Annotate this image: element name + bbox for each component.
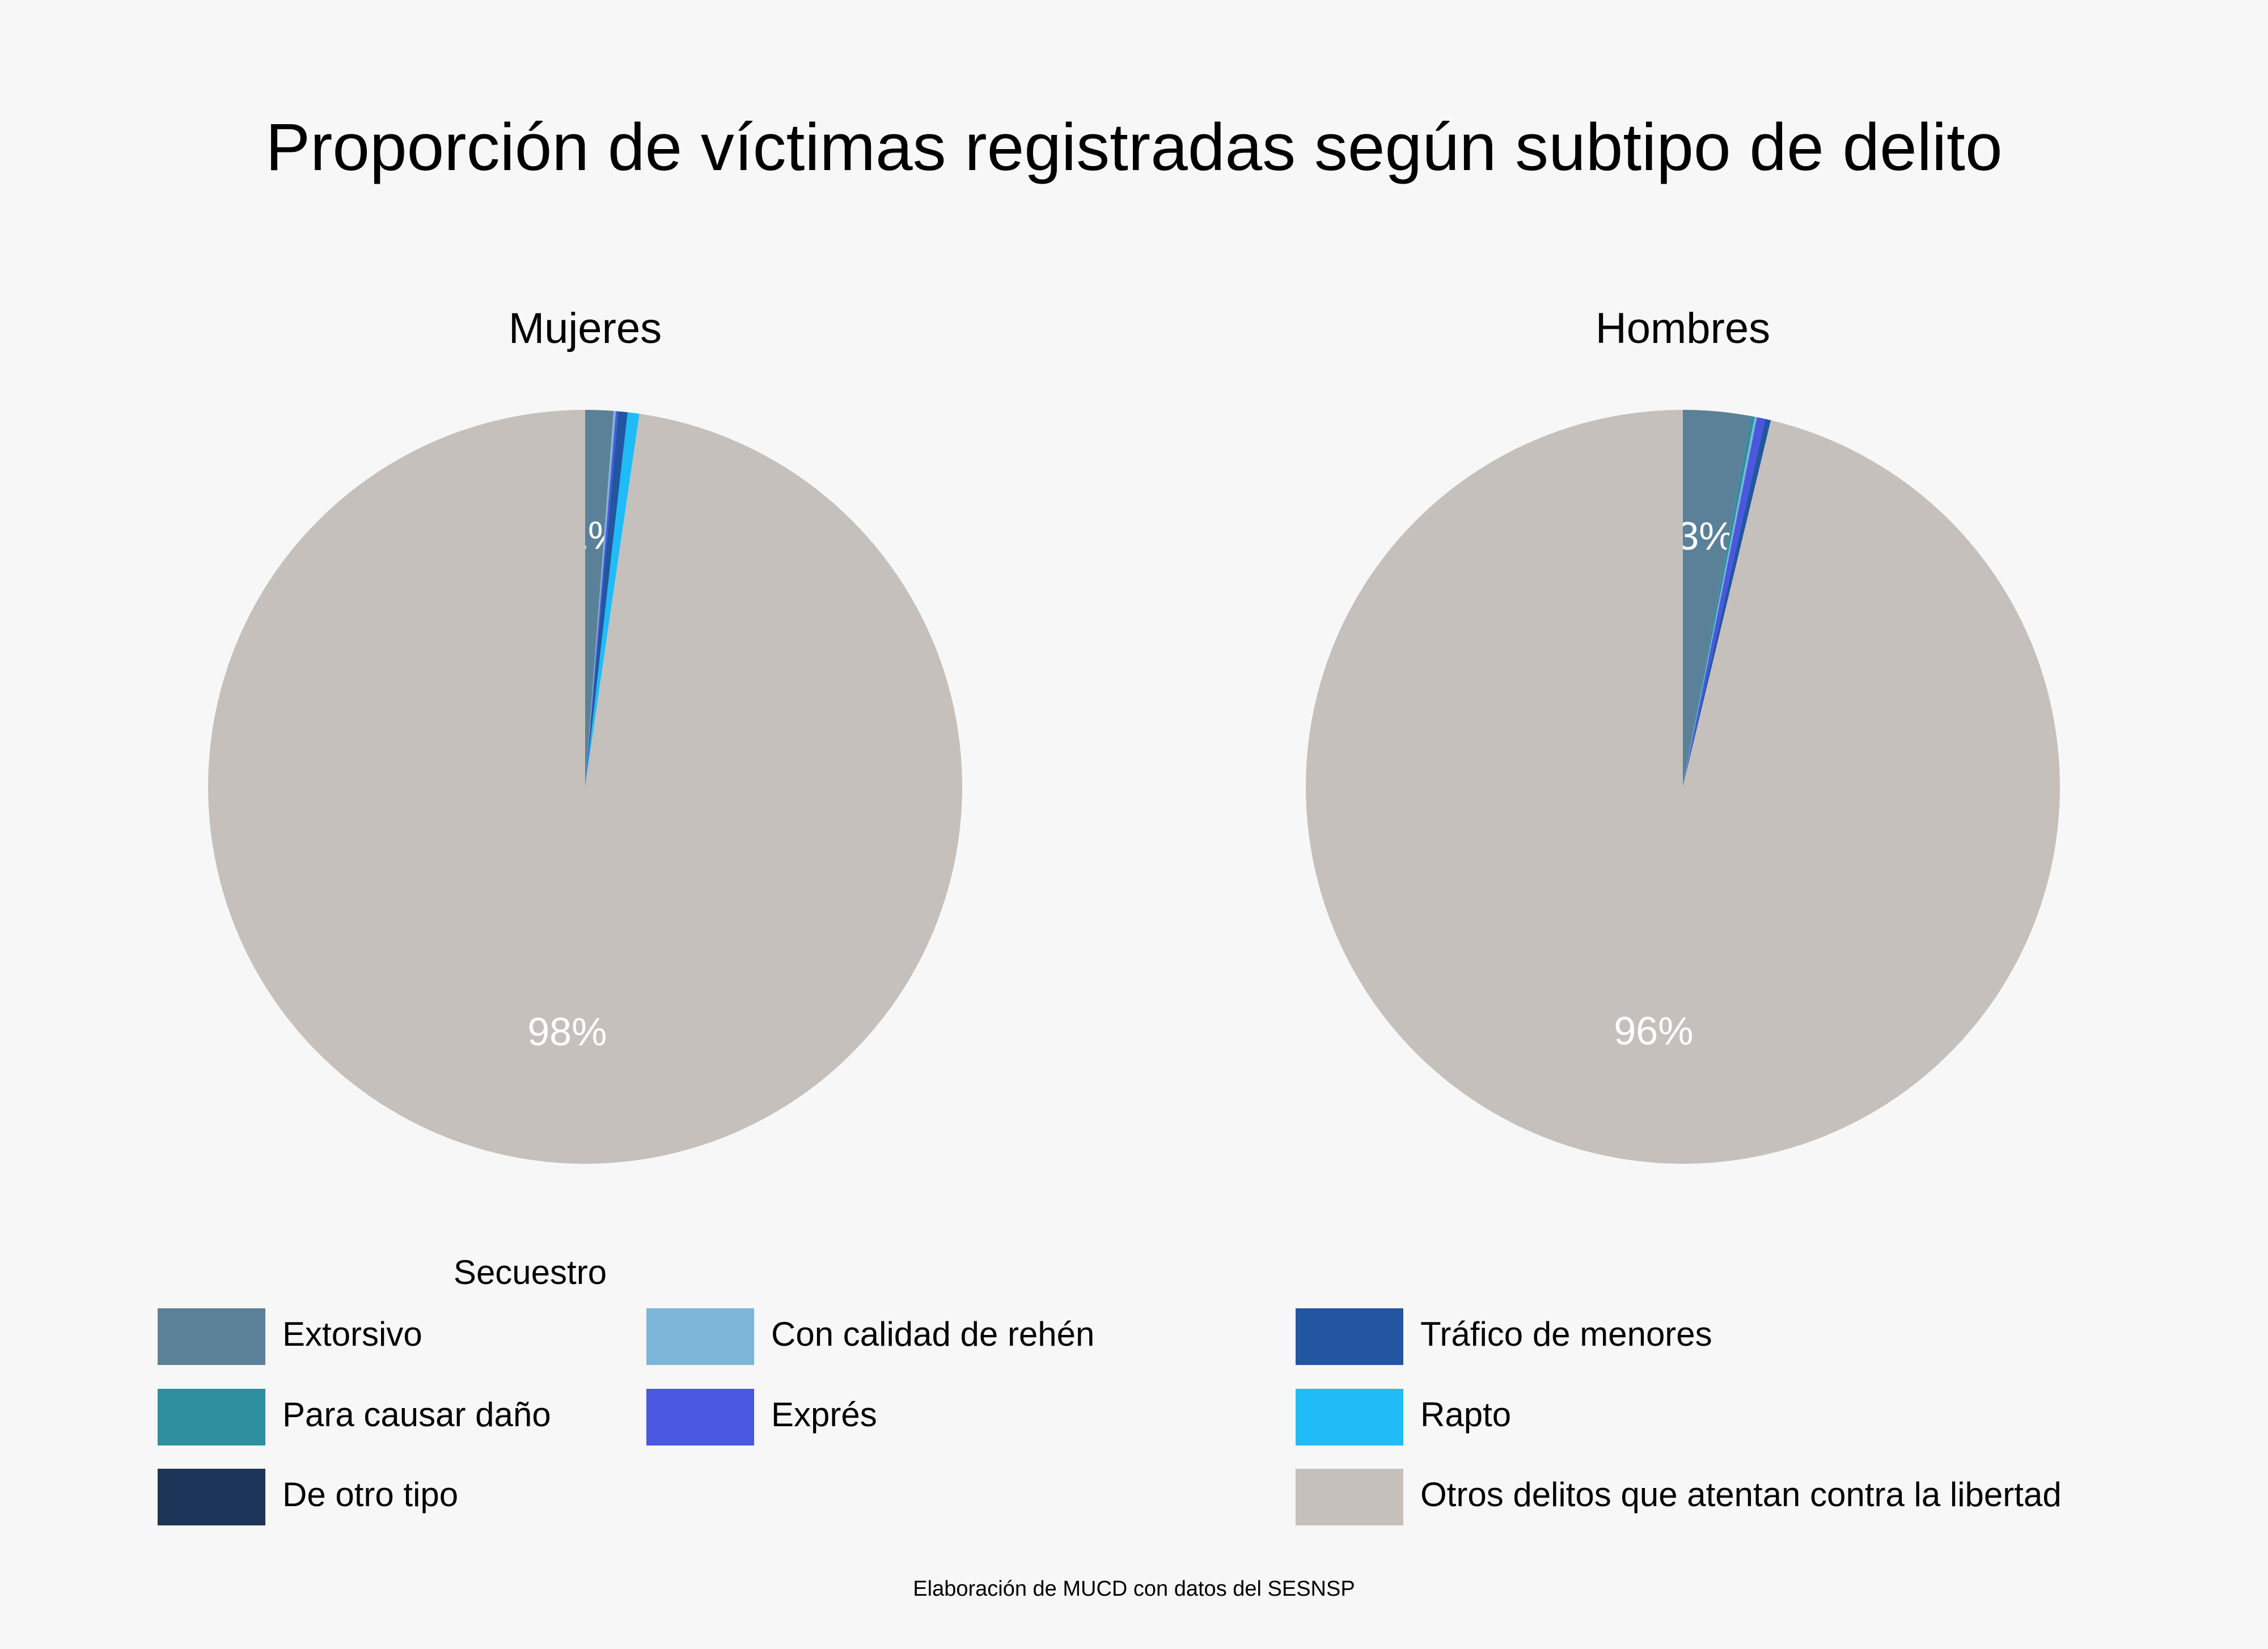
legend-label-rapto: Rapto	[1420, 1396, 1511, 1434]
pie-slice-mujeres-con-calidad-de-rehen	[585, 410, 616, 787]
chart-title: Proporción de víctimas registradas según…	[265, 110, 2002, 185]
pie-slice-hombres-expres	[1683, 417, 1766, 787]
legend-label-extorsivo: Extorsivo	[282, 1315, 422, 1353]
pie-hombres: 3% 96%	[1305, 410, 2060, 1164]
legend-swatch-expres	[646, 1389, 754, 1445]
pie-slice-mujeres-rapto	[585, 412, 640, 787]
legend-label-para-causar-dano: Para causar daño	[282, 1396, 551, 1434]
legend-label-expres: Exprés	[771, 1396, 877, 1434]
pie-slice-mujeres-extorsivo	[585, 410, 614, 787]
legend-swatch-para-causar-dano	[158, 1389, 265, 1445]
legend-label-otros-delitos-que-atentan-contra-la-libertad: Otros delitos que atentan contra la libe…	[1420, 1476, 2062, 1514]
pie-slice-mujeres-otros-delitos-que-atentan-contra-la-libertad	[208, 410, 962, 1164]
legend-swatch-otros-delitos-que-atentan-contra-la-libertad	[1296, 1469, 1403, 1525]
pie-slice-hombres-trafico-de-menores	[1683, 419, 1771, 787]
legend-label-con-calidad-de-rehen: Con calidad de rehén	[771, 1315, 1094, 1353]
pie-slice-mujeres-expres	[585, 411, 619, 787]
pie-slice-hombres-para-causar-dano	[1683, 416, 1755, 787]
pie-slice-hombres-con-calidad-de-rehen	[1683, 417, 1757, 787]
pie-label-hombres-otros-delitos-que-atentan-contra-la-libertad: 96%	[1614, 1008, 1693, 1053]
source-note: Elaboración de MUCD con datos del SESNSP	[913, 1577, 1355, 1601]
legend-label-de-otro-tipo: De otro tipo	[282, 1476, 458, 1514]
legend-swatch-rapto	[1296, 1389, 1403, 1445]
pie-slice-mujeres-trafico-de-menores	[585, 411, 628, 787]
legend-swatch-con-calidad-de-rehen	[646, 1308, 754, 1365]
pie-label-hombres-extorsivo: 3%	[1677, 514, 1734, 558]
pie-title-hombres: Hombres	[1596, 304, 1770, 353]
legend-swatch-extorsivo	[158, 1308, 265, 1365]
legend-label-trafico-de-menores: Tráfico de menores	[1420, 1315, 1712, 1353]
pie-mujeres: 1%98%	[208, 410, 962, 1164]
legend-title: Secuestro	[454, 1253, 607, 1291]
pie-title-mujeres: Mujeres	[509, 304, 662, 353]
pie-slice-hombres-extorsivo	[1683, 410, 1751, 787]
pie-label-mujeres-otros-delitos-que-atentan-contra-la-libertad: 98%	[527, 1010, 607, 1054]
legend: Extorsivo Para causar daño De otro tipo Con…	[158, 1308, 2062, 1525]
legend-swatch-de-otro-tipo	[158, 1469, 265, 1525]
legend-swatch-trafico-de-menores	[1296, 1308, 1403, 1365]
pie-slice-hombres-otros-delitos-que-atentan-contra-la-libertad	[1305, 410, 2060, 1164]
